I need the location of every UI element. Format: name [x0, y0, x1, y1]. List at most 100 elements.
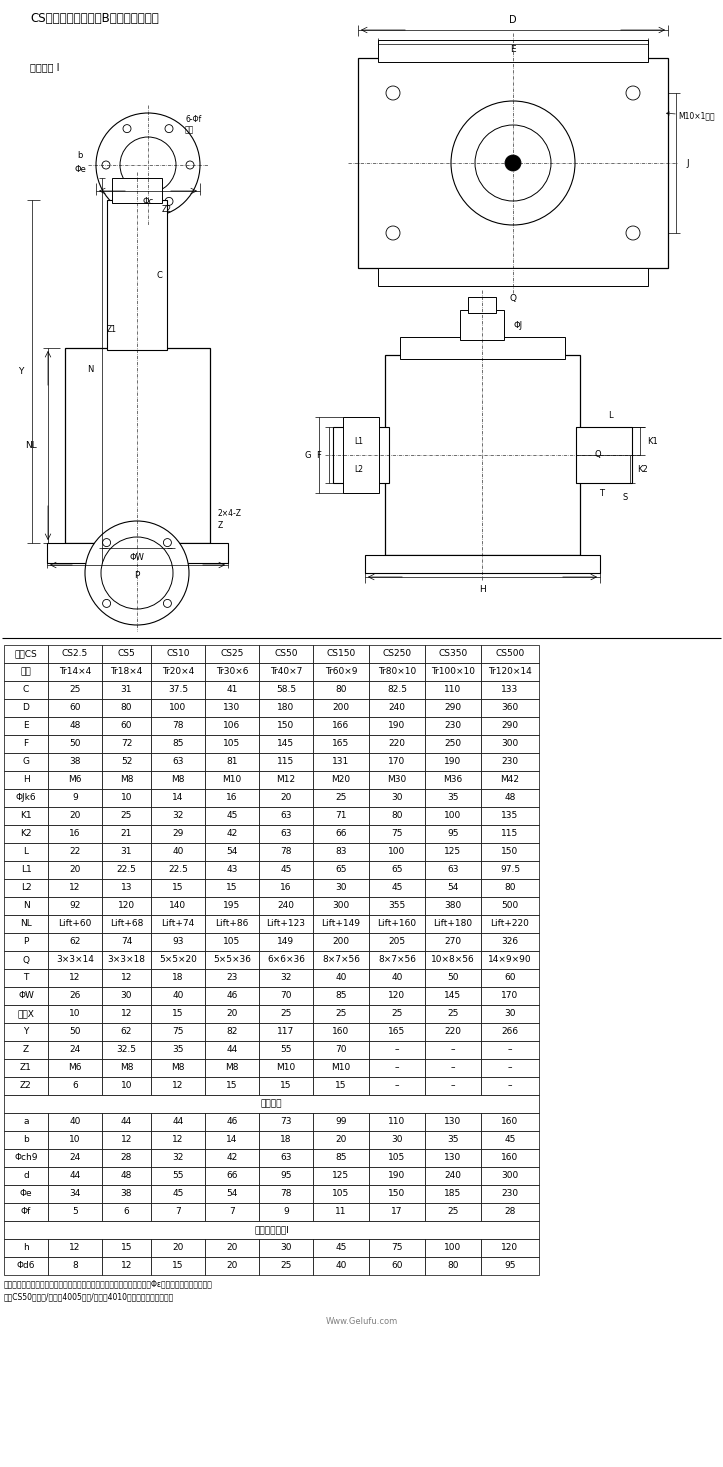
Bar — [425, 789, 481, 807]
Text: 20: 20 — [172, 1244, 184, 1253]
Bar — [425, 1149, 481, 1168]
Circle shape — [103, 538, 111, 547]
Text: 220: 220 — [445, 1027, 461, 1037]
Text: –: – — [450, 1081, 455, 1090]
Bar — [48, 772, 102, 789]
Bar — [102, 1257, 151, 1275]
Bar — [369, 753, 425, 772]
Bar — [259, 772, 313, 789]
Bar — [4, 807, 48, 824]
Text: 133: 133 — [501, 685, 518, 694]
Text: 30: 30 — [121, 992, 132, 1000]
Bar — [481, 698, 539, 717]
Text: 25: 25 — [335, 1009, 347, 1018]
Text: 80: 80 — [335, 685, 347, 694]
Bar — [102, 879, 151, 896]
Bar — [4, 1113, 48, 1131]
Bar — [65, 348, 210, 543]
Bar — [102, 772, 151, 789]
Text: 150: 150 — [278, 722, 295, 731]
Bar — [102, 717, 151, 735]
Bar — [48, 681, 102, 698]
Text: CS2.5: CS2.5 — [62, 650, 88, 659]
Bar — [102, 681, 151, 698]
Text: Z: Z — [23, 1046, 29, 1055]
Bar — [205, 1022, 259, 1042]
Circle shape — [386, 87, 400, 100]
Text: 60: 60 — [69, 704, 81, 713]
Bar — [151, 1240, 205, 1257]
Bar — [259, 915, 313, 933]
Bar — [151, 753, 205, 772]
Text: M10×1油塞: M10×1油塞 — [667, 111, 714, 120]
Bar — [365, 555, 600, 574]
Text: 50: 50 — [69, 739, 81, 748]
Text: 10: 10 — [69, 1135, 81, 1144]
Text: 24: 24 — [69, 1153, 81, 1162]
Text: 15: 15 — [172, 883, 184, 892]
Bar — [313, 1042, 369, 1059]
Bar — [102, 1077, 151, 1094]
Bar — [151, 987, 205, 1005]
Bar — [205, 879, 259, 896]
Bar — [425, 861, 481, 879]
Text: 18: 18 — [172, 974, 184, 983]
Text: 8: 8 — [72, 1262, 78, 1270]
Bar — [205, 645, 259, 663]
Bar — [313, 1185, 369, 1203]
Bar — [205, 951, 259, 970]
Text: 24: 24 — [69, 1046, 81, 1055]
Bar — [48, 951, 102, 970]
Text: 82.5: 82.5 — [387, 685, 407, 694]
Text: 35: 35 — [172, 1046, 184, 1055]
Bar — [102, 1042, 151, 1059]
Text: 200: 200 — [333, 937, 349, 946]
Text: 100: 100 — [169, 704, 187, 713]
Text: 31: 31 — [121, 848, 132, 857]
Bar — [425, 1077, 481, 1094]
Text: 37.5: 37.5 — [168, 685, 188, 694]
Bar — [4, 1022, 48, 1042]
Text: 38: 38 — [69, 757, 81, 766]
Text: 54: 54 — [226, 1190, 238, 1199]
Bar — [481, 717, 539, 735]
Bar — [205, 987, 259, 1005]
Text: 190: 190 — [388, 722, 406, 731]
Bar — [378, 40, 648, 62]
Bar — [48, 1257, 102, 1275]
Text: 131: 131 — [333, 757, 350, 766]
Text: 34: 34 — [69, 1190, 81, 1199]
Bar — [151, 896, 205, 915]
Bar — [259, 789, 313, 807]
Bar — [481, 933, 539, 951]
Text: 2×4-Z: 2×4-Z — [218, 509, 242, 518]
Bar — [102, 735, 151, 753]
Bar — [313, 698, 369, 717]
Bar — [102, 807, 151, 824]
Bar — [313, 1005, 369, 1022]
Text: D: D — [509, 15, 517, 25]
Bar — [151, 772, 205, 789]
Bar — [481, 1257, 539, 1275]
Bar — [205, 1168, 259, 1185]
Bar — [48, 698, 102, 717]
Bar — [205, 1257, 259, 1275]
Bar — [369, 987, 425, 1005]
Bar — [205, 970, 259, 987]
Text: 195: 195 — [223, 902, 241, 911]
Bar — [369, 896, 425, 915]
Text: 80: 80 — [391, 811, 403, 820]
Text: 21: 21 — [121, 829, 132, 839]
Text: F: F — [23, 739, 29, 748]
Bar — [369, 681, 425, 698]
Text: M10: M10 — [223, 776, 241, 785]
Bar — [400, 337, 565, 359]
Bar — [481, 807, 539, 824]
Text: 380: 380 — [445, 902, 461, 911]
Text: 25: 25 — [448, 1207, 458, 1216]
Text: 28: 28 — [505, 1207, 515, 1216]
Text: 10×8×56: 10×8×56 — [431, 955, 475, 964]
Bar — [4, 844, 48, 861]
Bar — [481, 970, 539, 987]
Bar — [112, 178, 162, 202]
